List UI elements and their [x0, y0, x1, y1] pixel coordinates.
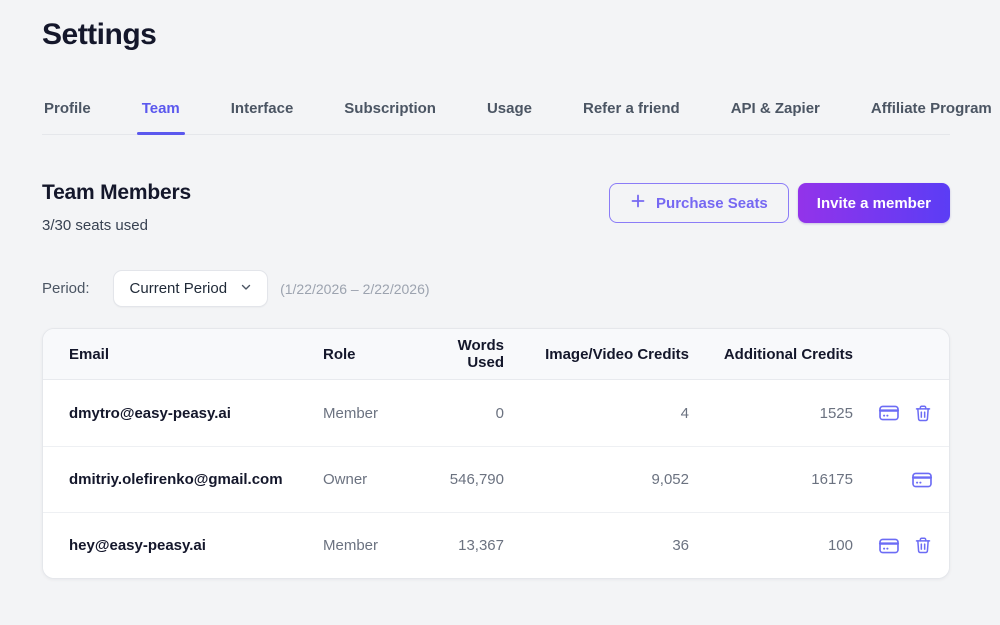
member-image-video-credits: 9,052	[651, 471, 689, 488]
tab-usage[interactable]: Usage	[486, 100, 532, 117]
member-email: dmytro@easy-peasy.ai	[69, 404, 231, 422]
member-email: hey@easy-peasy.ai	[69, 537, 206, 554]
credit-card-icon	[878, 402, 900, 424]
delete-member-button[interactable]	[913, 535, 933, 556]
tab-api-zapier[interactable]: API & Zapier	[730, 100, 820, 117]
team-members-table: Email Role Words Used Image/Video Credit…	[42, 328, 950, 579]
team-section-header: Team Members 3/30 seats used Purchase Se…	[42, 181, 950, 234]
member-words-used: 546,790	[449, 471, 504, 488]
table-row: hey@easy-peasy.ai Member 13,367 36 100	[43, 512, 949, 578]
column-header-additional-credits: Additional Credits	[723, 345, 853, 363]
team-header-buttons: Purchase Seats Invite a member	[609, 183, 950, 223]
period-row: Period: Current Period (1/22/2026 – 2/22…	[42, 270, 958, 307]
member-actions	[853, 469, 933, 491]
settings-tabs: Profile Team Interface Subscription Usage Ref…	[42, 94, 992, 135]
member-email: dmitriy.olefirenko@gmail.com	[69, 471, 283, 488]
credit-card-icon	[911, 469, 933, 491]
member-additional-credits: 16175	[811, 471, 853, 488]
trash-icon	[913, 535, 933, 556]
delete-member-button[interactable]	[913, 403, 933, 424]
billing-card-button[interactable]	[878, 535, 900, 557]
member-actions	[853, 535, 933, 557]
member-words-used: 13,367	[458, 537, 504, 554]
trash-icon	[913, 403, 933, 424]
invite-member-label: Invite a member	[816, 194, 931, 212]
table-header-row: Email Role Words Used Image/Video Credit…	[43, 329, 949, 380]
column-header-words-used: Words Used	[457, 337, 504, 371]
purchase-seats-button[interactable]: Purchase Seats	[609, 183, 789, 223]
team-members-heading: Team Members	[42, 181, 191, 204]
seats-used-text: 3/30 seats used	[42, 217, 148, 234]
column-header-image-video-credits: Image/Video Credits	[545, 345, 689, 363]
period-dropdown[interactable]: Current Period	[112, 270, 269, 307]
member-role: Member	[323, 404, 379, 422]
tab-subscription[interactable]: Subscription	[344, 100, 436, 117]
billing-card-button[interactable]	[878, 402, 900, 424]
member-words-used: 0	[495, 404, 504, 422]
credit-card-icon	[878, 535, 900, 557]
tab-profile[interactable]: Profile	[44, 100, 91, 117]
member-image-video-credits: 36	[672, 537, 689, 554]
column-header-role: Role	[323, 345, 356, 363]
period-label: Period:	[42, 280, 90, 297]
billing-card-button[interactable]	[911, 469, 933, 491]
member-additional-credits: 100	[827, 537, 853, 554]
invite-member-button[interactable]: Invite a member	[797, 183, 950, 223]
member-role: Owner	[323, 471, 368, 488]
member-image-video-credits: 4	[680, 404, 689, 422]
member-additional-credits: 1525	[819, 404, 853, 422]
column-header-email: Email	[69, 345, 110, 363]
purchase-seats-label: Purchase Seats	[656, 194, 768, 212]
table-row: dmytro@easy-peasy.ai Member 0 4 1525	[43, 380, 949, 446]
page-title: Settings	[42, 18, 157, 51]
period-dropdown-value: Current Period	[129, 280, 228, 297]
plus-icon	[630, 193, 646, 213]
table-row: dmitriy.olefirenko@gmail.com Owner 546,7…	[43, 446, 949, 512]
settings-page: Settings Profile Team Interface Subscriptio…	[42, 18, 992, 579]
table-body: dmytro@easy-peasy.ai Member 0 4 1525	[43, 380, 949, 578]
tab-affiliate-program[interactable]: Affiliate Program	[870, 100, 992, 117]
member-role: Member	[323, 537, 379, 554]
tab-interface[interactable]: Interface	[230, 100, 294, 117]
team-section-titles: Team Members 3/30 seats used	[42, 181, 191, 234]
member-actions	[853, 402, 933, 424]
tab-refer-a-friend[interactable]: Refer a friend	[583, 100, 680, 117]
period-range-text: (1/22/2026 – 2/22/2026)	[280, 280, 430, 297]
chevron-down-icon	[239, 280, 253, 298]
tab-team[interactable]: Team	[136, 94, 185, 135]
